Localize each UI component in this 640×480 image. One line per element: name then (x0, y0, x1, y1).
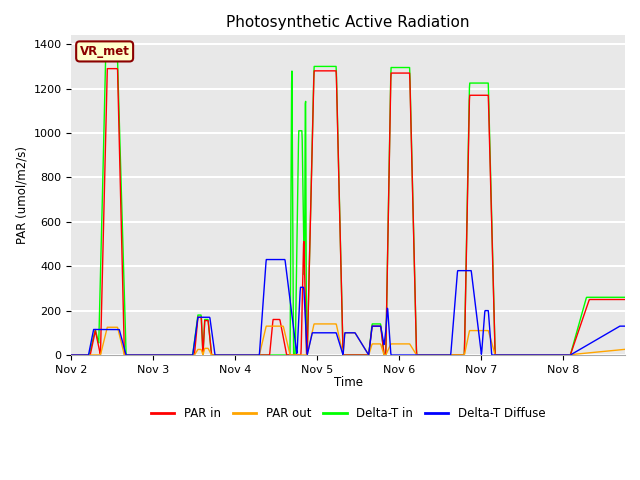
Delta-T in (102, 57, 109, 62)
Delta-T Diffuse (398, 352, 406, 358)
Delta-T in (316, 63, 323, 69)
PAR in (104, 66, 111, 72)
PAR out (310, 321, 318, 327)
Delta-T in (398, 65, 406, 71)
Title: Photosynthetic Active Radiation: Photosynthetic Active Radiation (227, 15, 470, 30)
Legend: PAR in, PAR out, Delta-T in, Delta-T Diffuse: PAR in, PAR out, Delta-T in, Delta-T Dif… (146, 402, 550, 425)
Delta-T in (127, 352, 135, 358)
PAR in (621, 297, 629, 302)
PAR in (139, 352, 147, 358)
Delta-T in (68, 352, 76, 358)
PAR out (139, 352, 147, 358)
Delta-T Diffuse (230, 352, 237, 358)
PAR in (584, 299, 592, 305)
Line: Delta-T in: Delta-T in (72, 60, 625, 355)
Delta-T Diffuse (262, 257, 270, 263)
PAR out (127, 352, 135, 358)
Text: VR_met: VR_met (80, 45, 129, 58)
Delta-T in (584, 294, 592, 300)
Delta-T Diffuse (584, 342, 592, 348)
Y-axis label: PAR (umol/m2/s): PAR (umol/m2/s) (15, 146, 28, 244)
Delta-T Diffuse (139, 352, 147, 358)
Line: PAR in: PAR in (72, 69, 625, 355)
Delta-T Diffuse (127, 352, 135, 358)
Line: PAR out: PAR out (72, 324, 625, 355)
PAR out (621, 347, 629, 352)
PAR in (230, 352, 237, 358)
PAR out (398, 341, 406, 347)
Delta-T in (139, 352, 147, 358)
Delta-T Diffuse (68, 352, 76, 358)
Delta-T Diffuse (316, 330, 323, 336)
PAR in (398, 70, 406, 76)
PAR in (68, 352, 76, 358)
PAR in (316, 68, 323, 74)
PAR in (127, 352, 135, 358)
PAR out (316, 321, 323, 327)
Delta-T in (621, 294, 629, 300)
Line: Delta-T Diffuse: Delta-T Diffuse (72, 260, 625, 355)
PAR out (68, 352, 76, 358)
PAR out (230, 352, 237, 358)
PAR out (584, 350, 592, 356)
Delta-T Diffuse (621, 323, 629, 329)
X-axis label: Time: Time (333, 376, 363, 389)
Delta-T in (230, 352, 237, 358)
